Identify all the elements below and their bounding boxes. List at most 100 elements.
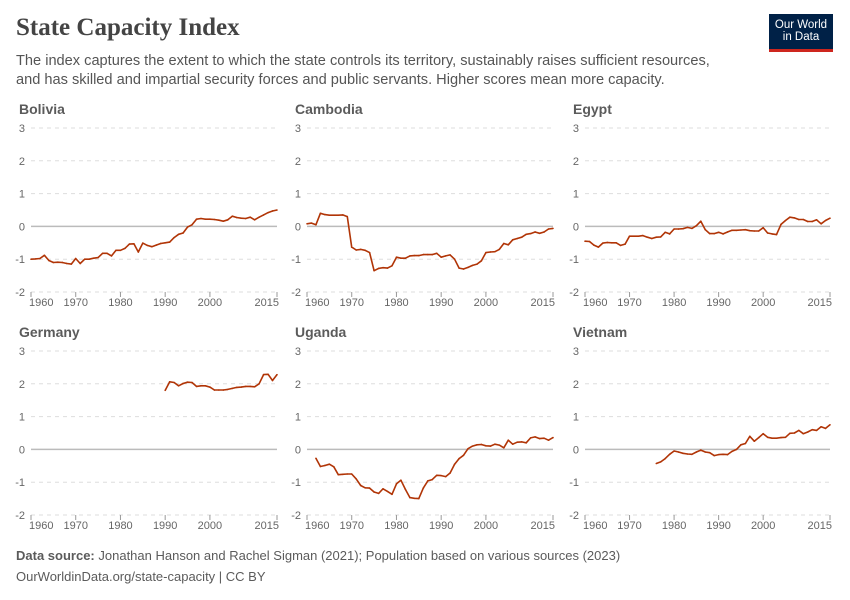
series-line-vietnam[interactable] — [656, 424, 831, 465]
data-point — [722, 453, 724, 456]
data-point — [258, 216, 260, 219]
page-subtitle: The index captures the extent to which t… — [16, 53, 710, 88]
data-point — [453, 463, 456, 465]
data-point — [798, 218, 800, 221]
panel-germany: Germany 3 2 1 0 -1 -2 1960 1970 1980 1990 2000 2015 — [15, 324, 279, 532]
data-point — [637, 235, 640, 238]
data-point — [168, 381, 171, 383]
data-point — [355, 478, 358, 480]
y-tick-label: -2 — [15, 287, 25, 299]
data-point — [244, 385, 247, 388]
series-line-bolivia[interactable] — [30, 209, 278, 265]
data-point — [159, 242, 162, 245]
data-point — [682, 452, 684, 455]
data-point — [757, 230, 760, 232]
y-tick-label: -1 — [15, 477, 25, 489]
data-point — [413, 497, 416, 500]
x-tick-label: 1990 — [153, 297, 177, 309]
data-point — [422, 487, 425, 489]
data-point — [775, 437, 778, 440]
y-tick-label: 1 — [295, 189, 301, 201]
data-point — [471, 445, 474, 447]
data-point — [507, 439, 510, 442]
y-tick-label: 2 — [295, 379, 301, 391]
series-line-egypt[interactable] — [584, 216, 831, 248]
x-tick-label: 1960 — [305, 520, 329, 532]
data-point — [798, 429, 800, 432]
data-point — [708, 451, 711, 454]
data-point — [404, 488, 407, 491]
data-point — [485, 251, 487, 254]
data-source: Data source: Jonathan Hanson and Rachel … — [16, 548, 620, 563]
data-point — [310, 222, 313, 224]
owid-logo[interactable]: Our World in Data — [769, 14, 833, 52]
data-point — [449, 254, 451, 256]
y-tick-label: -2 — [291, 510, 301, 522]
data-point — [133, 242, 135, 245]
url-license[interactable]: OurWorldinData.org/state-capacity | CC B… — [16, 569, 266, 584]
data-point — [824, 427, 827, 430]
x-tick-label: 1990 — [706, 297, 730, 309]
data-point — [146, 244, 149, 247]
data-point — [538, 232, 541, 235]
data-point — [137, 251, 140, 253]
data-point — [79, 262, 81, 265]
data-point — [744, 228, 747, 231]
data-point — [177, 233, 180, 236]
data-point — [88, 258, 90, 261]
data-point — [633, 235, 635, 238]
panel-vietnam: Vietnam 3 2 1 0 -1 -2 1960 1970 1980 1990 2000 2015 — [569, 324, 832, 532]
series-line-cambodia[interactable] — [306, 212, 554, 272]
data-point — [789, 432, 791, 435]
x-tick-label: 1960 — [29, 520, 53, 532]
x-tick-label: 1990 — [429, 520, 453, 532]
data-point — [328, 214, 331, 217]
y-tick-label: -2 — [291, 287, 301, 299]
data-point — [267, 211, 269, 214]
data-point — [276, 373, 278, 376]
data-point — [619, 244, 622, 247]
data-point — [227, 388, 229, 391]
data-point — [547, 228, 550, 230]
series-line-germany[interactable] — [164, 373, 278, 391]
series-line-uganda[interactable] — [315, 436, 554, 500]
panel-title: Uganda — [295, 324, 347, 340]
data-point — [686, 226, 689, 229]
data-point — [364, 486, 366, 489]
data-point — [691, 227, 693, 230]
data-point — [364, 249, 366, 252]
data-point — [418, 254, 420, 257]
data-point — [30, 258, 32, 261]
data-point — [155, 244, 158, 246]
data-point — [717, 453, 720, 456]
data-point — [511, 239, 514, 241]
data-point — [65, 262, 68, 265]
data-point — [494, 443, 496, 445]
y-tick-label: 3 — [295, 123, 301, 135]
data-point — [766, 436, 769, 439]
x-tick-label: 2015 — [255, 297, 279, 309]
x-tick-label: 1960 — [583, 297, 607, 309]
data-point — [717, 231, 720, 234]
y-tick-label: 0 — [19, 221, 25, 233]
data-point — [498, 248, 501, 251]
data-point — [771, 437, 773, 440]
x-tick-label: 1970 — [617, 520, 641, 532]
x-tick-label: 1980 — [384, 520, 408, 532]
y-tick-label: -1 — [291, 477, 301, 489]
panel-bolivia: Bolivia 3 2 1 0 -1 -2 1960 1970 1980 1990 2000 2015 — [15, 101, 279, 309]
data-point — [534, 231, 536, 233]
data-point — [552, 436, 554, 439]
data-point — [771, 233, 773, 235]
data-point — [780, 223, 782, 226]
data-point — [726, 453, 729, 456]
data-point — [686, 453, 689, 455]
data-point — [525, 233, 527, 236]
data-point — [815, 429, 818, 432]
data-point — [713, 454, 715, 457]
data-point — [191, 381, 193, 384]
data-point — [749, 229, 751, 232]
data-point — [110, 255, 113, 257]
x-tick-label: 1970 — [617, 297, 641, 309]
data-point — [346, 473, 349, 475]
